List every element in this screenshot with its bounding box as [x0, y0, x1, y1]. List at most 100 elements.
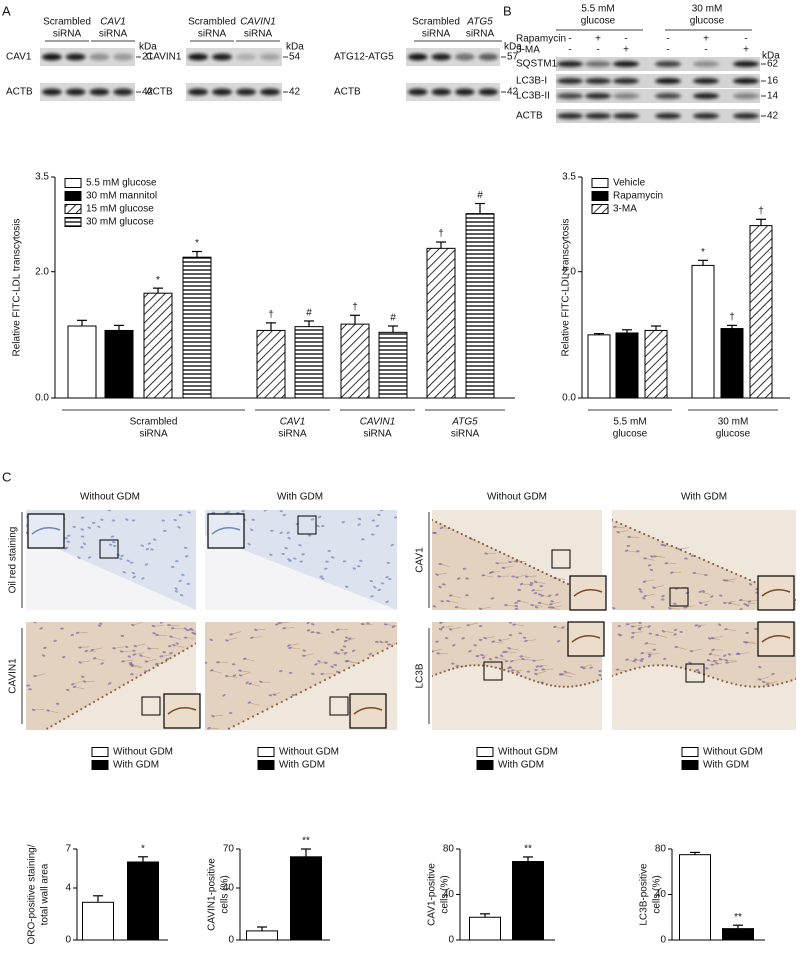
legend-label: 3-MA	[613, 204, 637, 215]
edge-stain	[357, 661, 360, 665]
inset-zoom	[349, 693, 387, 729]
edge-stain	[528, 678, 531, 681]
nucleus	[518, 632, 523, 635]
y-axis-label: CAVIN1-positive	[207, 858, 218, 931]
bar	[294, 326, 324, 399]
nucleus	[385, 576, 389, 579]
legend-label: Rapamycin	[613, 191, 663, 202]
nucleus	[132, 575, 136, 579]
nucleus	[330, 556, 335, 559]
nucleus	[643, 594, 647, 598]
inset-box	[297, 515, 317, 535]
nucleus	[272, 693, 277, 696]
nucleus	[724, 628, 728, 631]
edge-stain	[725, 681, 729, 684]
edge-stain	[343, 669, 346, 672]
nucleus	[130, 673, 134, 676]
edge-stain	[794, 598, 796, 602]
nucleus	[371, 519, 376, 522]
nucleus	[275, 623, 279, 626]
significance-mark: #	[477, 190, 483, 201]
nucleus	[655, 633, 659, 636]
blot-band	[585, 61, 611, 67]
edge-stain	[575, 684, 578, 688]
nucleus	[457, 577, 461, 580]
nucleus	[186, 582, 191, 585]
nucleus	[351, 649, 356, 653]
nucleus	[53, 639, 57, 642]
unit-label: kDa	[139, 42, 157, 53]
nucleus	[647, 653, 652, 656]
edge-stain	[707, 560, 710, 564]
nucleus	[482, 656, 486, 659]
nucleus	[268, 694, 273, 697]
condition-label: 5.5 mM	[581, 4, 614, 15]
x-category-label: glucose	[716, 429, 751, 440]
nucleus	[510, 660, 514, 663]
edge-stain	[126, 681, 130, 684]
blot-band	[42, 53, 62, 61]
nucleus	[107, 510, 111, 512]
nucleus	[617, 625, 622, 628]
blot-band	[585, 93, 611, 99]
nucleus	[618, 634, 623, 637]
nucleus	[697, 625, 702, 628]
micrograph	[612, 510, 796, 610]
nucleus	[279, 510, 284, 513]
edge-stain	[532, 566, 536, 570]
blot-band	[613, 61, 639, 67]
error-bar	[690, 851, 700, 855]
protein-label: CAV1	[6, 52, 32, 63]
edge-stain	[67, 715, 70, 718]
edge-stain	[160, 661, 164, 665]
nucleus	[387, 643, 391, 646]
nucleus	[692, 571, 697, 574]
fiber	[663, 630, 674, 633]
nucleus	[216, 661, 220, 664]
edge-stain	[698, 671, 701, 674]
significance-mark: **	[734, 912, 742, 923]
error-bar	[388, 325, 398, 333]
nucleus	[652, 648, 657, 651]
significance-mark: #	[390, 313, 396, 324]
nucleus	[87, 556, 92, 559]
nucleus	[625, 623, 630, 626]
nucleus	[627, 535, 631, 539]
treatment-sign: -	[568, 34, 571, 45]
lane-group-label: siRNA	[422, 29, 451, 40]
y-tick-label: 7	[65, 844, 71, 855]
nucleus	[282, 627, 286, 630]
edge-stain	[554, 684, 557, 688]
y-axis-label: CAV1-positive	[427, 863, 438, 926]
legend-swatch	[591, 178, 609, 188]
nucleus	[644, 642, 649, 645]
nucleus	[452, 643, 456, 647]
fiber	[746, 642, 757, 645]
nucleus	[550, 600, 554, 603]
nucleus	[435, 573, 439, 576]
nucleus	[673, 633, 677, 636]
edge-stain	[443, 524, 446, 528]
nucleus	[344, 636, 349, 639]
nucleus	[698, 590, 702, 593]
nucleus	[626, 544, 631, 547]
inset-zoom	[757, 621, 795, 657]
nucleus	[299, 560, 303, 563]
nucleus	[61, 656, 66, 659]
fiber	[146, 658, 157, 662]
nucleus	[390, 543, 394, 547]
edge-stain	[753, 580, 756, 584]
edge-stain	[707, 674, 710, 678]
nucleus	[279, 670, 283, 673]
legend-label: Without GDM	[498, 747, 558, 758]
nucleus	[170, 565, 175, 569]
nucleus	[647, 625, 651, 628]
nucleus	[129, 561, 134, 564]
error-bar	[304, 320, 314, 327]
y-tick-label: 40	[443, 889, 455, 900]
legend-swatch	[91, 747, 109, 757]
x-category-label: siRNA	[363, 429, 392, 440]
bar	[512, 861, 544, 941]
unit-label: kDa	[762, 51, 780, 62]
inset-zoom	[757, 575, 795, 611]
